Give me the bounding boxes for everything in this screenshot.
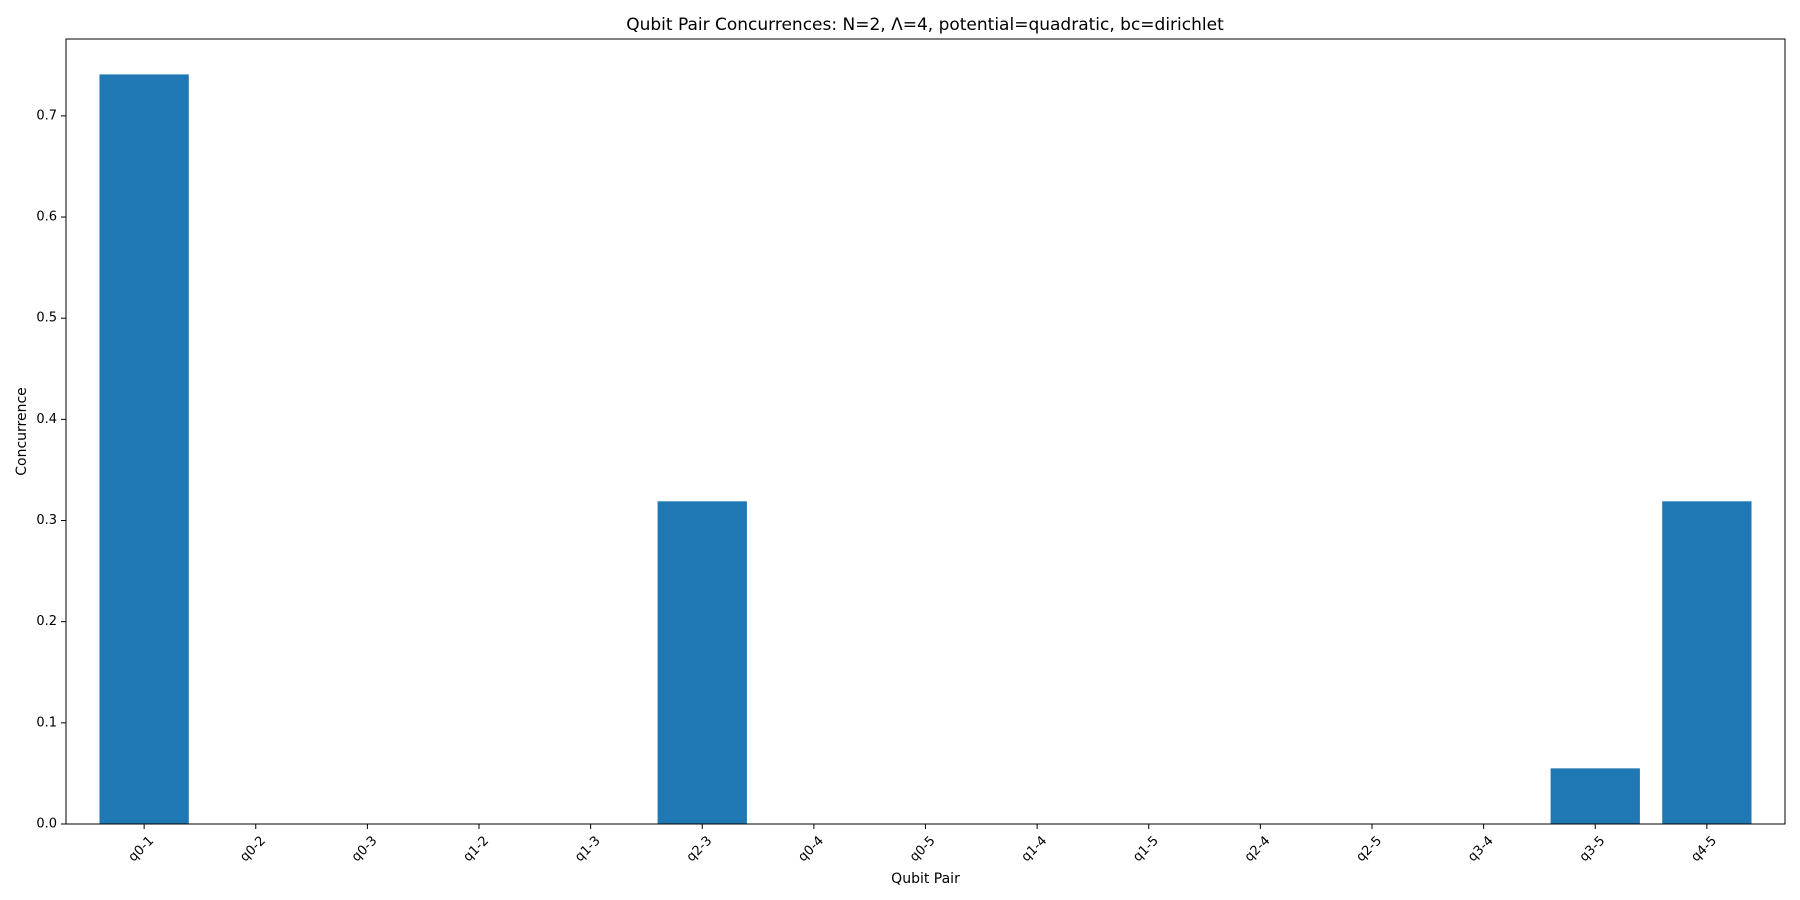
x-tick-label: q0-4 [795, 833, 826, 864]
x-tick-label: q0-3 [349, 833, 380, 864]
x-tick-label: q0-2 [237, 833, 268, 864]
x-tick-label: q1-3 [572, 833, 603, 864]
x-tick-label: q0-1 [126, 833, 157, 864]
y-tick-label: 0.3 [36, 513, 57, 528]
bars-group [99, 74, 1752, 824]
y-tick-label: 0.0 [36, 817, 57, 832]
x-axis: q0-1 q0-2 q0-3 q1-2 q1-3 q2-3 q0-4 q0-5 q1-4 q1-5… [126, 824, 1720, 865]
y-tick-label: 0.4 [36, 412, 57, 427]
x-axis-label: Qubit Pair [891, 871, 960, 887]
plot-frame [65, 38, 1786, 825]
bar-q0-1 [99, 74, 189, 824]
x-tick-label: q3-4 [1465, 833, 1496, 864]
y-tick-label: 0.2 [36, 614, 57, 629]
bar-q2-3 [657, 501, 747, 824]
x-tick-label: q1-2 [461, 833, 492, 864]
y-tick-label: 0.1 [36, 715, 57, 730]
x-tick-label: q2-4 [1242, 833, 1273, 864]
x-tick-label: q1-4 [1019, 833, 1050, 864]
x-tick-label: q3-5 [1577, 833, 1608, 864]
y-tick-label: 0.7 [36, 108, 57, 123]
y-axis: 0.0 0.1 0.2 0.3 0.4 0.5 0.6 0.7 [36, 108, 66, 832]
x-tick-label: q2-3 [684, 833, 715, 864]
x-tick-label: q4-5 [1688, 833, 1719, 864]
x-tick-label: q2-5 [1354, 833, 1385, 864]
bar-q4-5 [1662, 501, 1752, 824]
y-axis-label: Concurrence [14, 387, 30, 476]
x-tick-label: q0-5 [907, 833, 938, 864]
chart-title: Qubit Pair Concurrences: N=2, Λ=4, poten… [626, 15, 1224, 35]
y-tick-label: 0.6 [36, 210, 57, 225]
y-tick-label: 0.5 [36, 311, 57, 326]
x-tick-label: q1-5 [1130, 833, 1161, 864]
bar-q3-5 [1550, 768, 1640, 824]
